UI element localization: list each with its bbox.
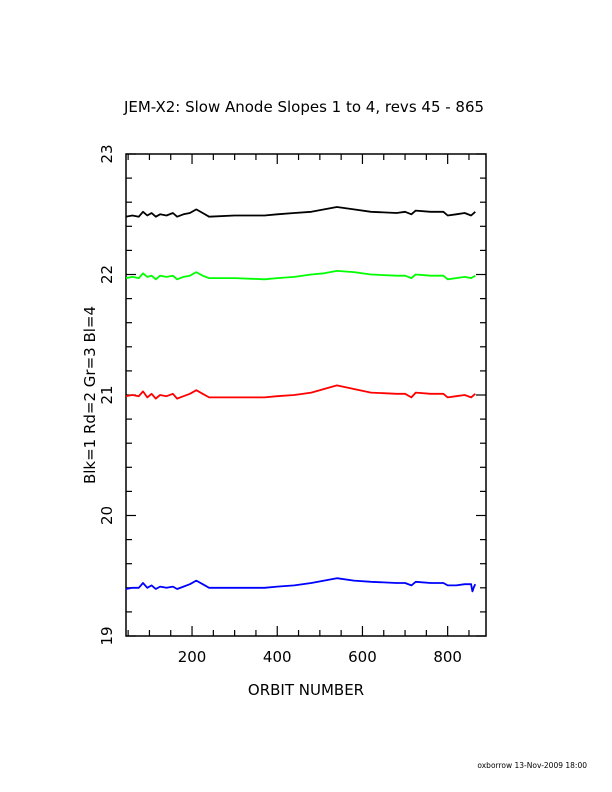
series-line-3 — [125, 384, 476, 400]
series-lines — [125, 206, 477, 593]
y-tick-label: 22 — [98, 265, 116, 284]
y-axis-label: Blk=1 Rd=2 Gr=3 Bl=4 — [81, 306, 99, 484]
plot-frame — [125, 153, 487, 637]
y-tick-label: 23 — [98, 144, 116, 163]
y-tick-label: 20 — [98, 506, 116, 525]
x-tick-label: 200 — [178, 648, 207, 666]
footer-credit: oxborrow 13-Nov-2009 18:00 — [477, 761, 587, 770]
x-tick-label: 800 — [433, 648, 462, 666]
y-tick-label: 21 — [98, 385, 116, 404]
tick-labels: 200 400 600 800 19 20 21 22 23 — [98, 144, 462, 666]
series-line-1 — [125, 206, 476, 218]
chart-title: JEM-X2: Slow Anode Slopes 1 to 4, revs 4… — [123, 98, 484, 116]
series-line-2 — [125, 269, 476, 281]
axis-ticks — [126, 153, 486, 637]
y-tick-label: 19 — [98, 626, 116, 645]
x-axis-label: ORBIT NUMBER — [248, 681, 364, 699]
x-tick-label: 600 — [348, 648, 377, 666]
series-line-4 — [125, 577, 477, 593]
x-tick-label: 400 — [263, 648, 292, 666]
